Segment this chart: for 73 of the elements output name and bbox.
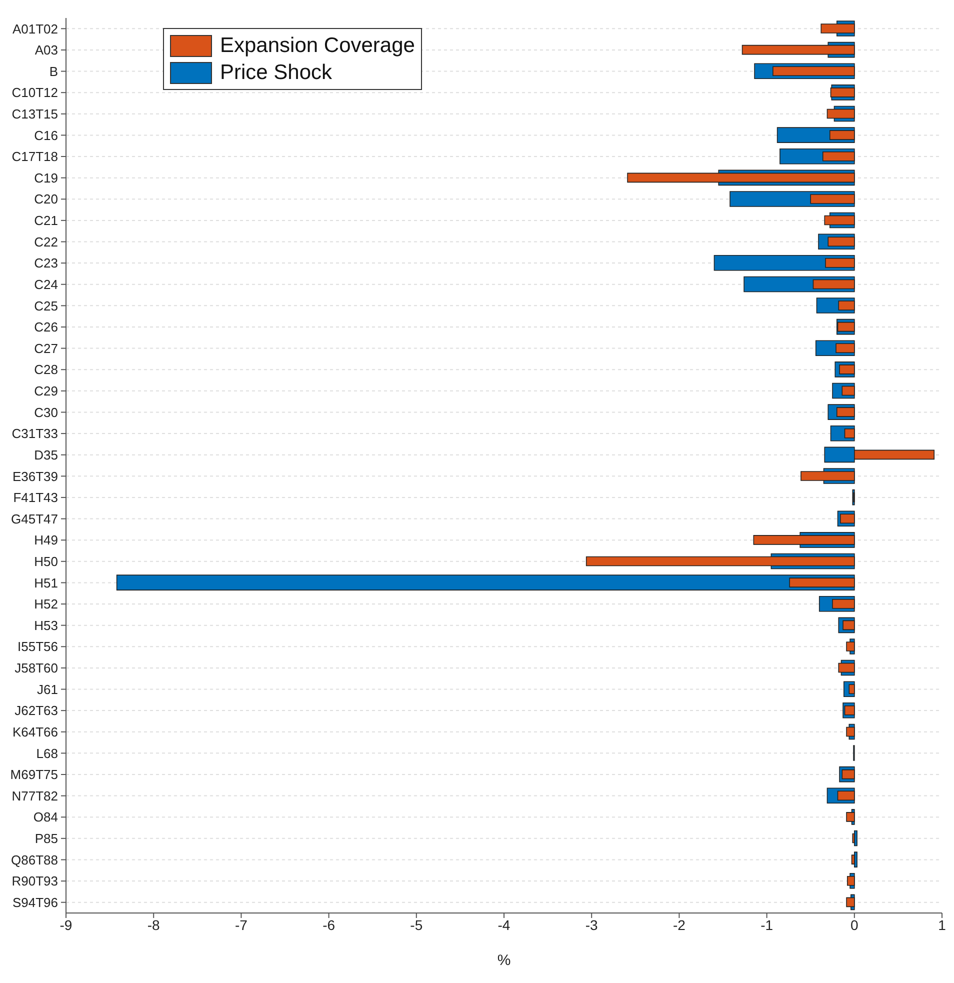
y-tick-label: G45T47 [11, 511, 58, 526]
y-tick-label: C30 [34, 404, 58, 420]
x-tick-label: -3 [585, 916, 598, 933]
bar [838, 662, 855, 673]
y-tick-label: C13T15 [12, 106, 58, 122]
y-tick-label: C26 [34, 320, 58, 335]
bar [846, 897, 855, 908]
bar [586, 556, 855, 566]
y-tick-label: Q86T88 [11, 852, 58, 868]
bar [846, 812, 855, 822]
x-tick-label: -9 [60, 916, 72, 933]
bar [627, 172, 855, 183]
y-tick-label: H52 [34, 596, 58, 612]
y-tick-label: P85 [34, 831, 58, 846]
x-tick-label: 0 [850, 916, 858, 933]
y-tick-label: C23 [34, 256, 58, 271]
y-tick-label: C16 [34, 128, 58, 143]
y-tick-label: R90T93 [12, 874, 58, 889]
y-tick-label: C24 [34, 276, 58, 292]
bar [851, 854, 855, 864]
x-tick-label: -8 [147, 916, 160, 933]
x-tick-label: -7 [234, 916, 248, 933]
y-tick-label: L68 [36, 746, 58, 761]
y-tick-label: C10T12 [12, 85, 58, 100]
x-axis-title: % [497, 952, 511, 969]
y-tick-label: A01T02 [12, 21, 58, 36]
y-tick-label: O84 [33, 810, 58, 825]
bar [846, 642, 855, 652]
y-tick-label: C31T33 [12, 426, 58, 442]
bar [846, 726, 855, 737]
bar [800, 471, 855, 481]
y-tick-label: C28 [34, 362, 58, 378]
y-tick-label: H49 [34, 532, 58, 548]
x-tick-label: -6 [322, 916, 336, 933]
y-tick-label: F41T43 [13, 490, 58, 506]
y-tick-label: H51 [34, 575, 58, 590]
bar [820, 24, 855, 34]
y-tick-label: D35 [34, 447, 58, 462]
x-tick-label: -4 [498, 916, 510, 933]
y-tick-label: C21 [34, 213, 58, 228]
y-tick-label: K64T66 [12, 724, 58, 740]
y-tick-label: C27 [34, 340, 58, 356]
bar [753, 535, 855, 545]
y-tick-label: J58T60 [14, 660, 58, 676]
y-tick-label: C22 [34, 234, 58, 250]
y-tick-label: E36T39 [12, 468, 58, 484]
legend-label: Expansion Coverage [219, 33, 415, 59]
y-tick-label: I55T56 [18, 639, 58, 654]
y-tick-label: H50 [34, 554, 58, 570]
bar [830, 88, 855, 98]
y-tick-label: H53 [34, 618, 58, 633]
y-tick-label: J61 [37, 682, 58, 697]
y-tick-label: A03 [34, 42, 58, 58]
legend-label: Price Shock [219, 60, 334, 86]
x-tick-label: 1 [938, 916, 946, 933]
bar [116, 574, 855, 590]
y-tick-label: C20 [34, 192, 58, 207]
bar [846, 876, 855, 886]
bar [826, 108, 855, 119]
bar [824, 215, 855, 226]
x-tick-label: -5 [410, 916, 423, 933]
x-tick-label: -1 [760, 916, 774, 933]
x-tick-label: -2 [672, 916, 686, 933]
y-tick-label: C25 [34, 298, 58, 314]
bar [742, 44, 855, 55]
y-tick-label: C19 [34, 170, 58, 186]
y-tick-label: J62T63 [14, 703, 58, 718]
y-tick-label: N77T82 [12, 788, 58, 804]
y-tick-label: C17T18 [12, 149, 58, 164]
y-tick-label: S94T96 [12, 894, 58, 910]
y-tick-label: M69T75 [10, 767, 58, 782]
y-tick-label: B [49, 64, 58, 79]
y-tick-label: C29 [34, 384, 58, 399]
